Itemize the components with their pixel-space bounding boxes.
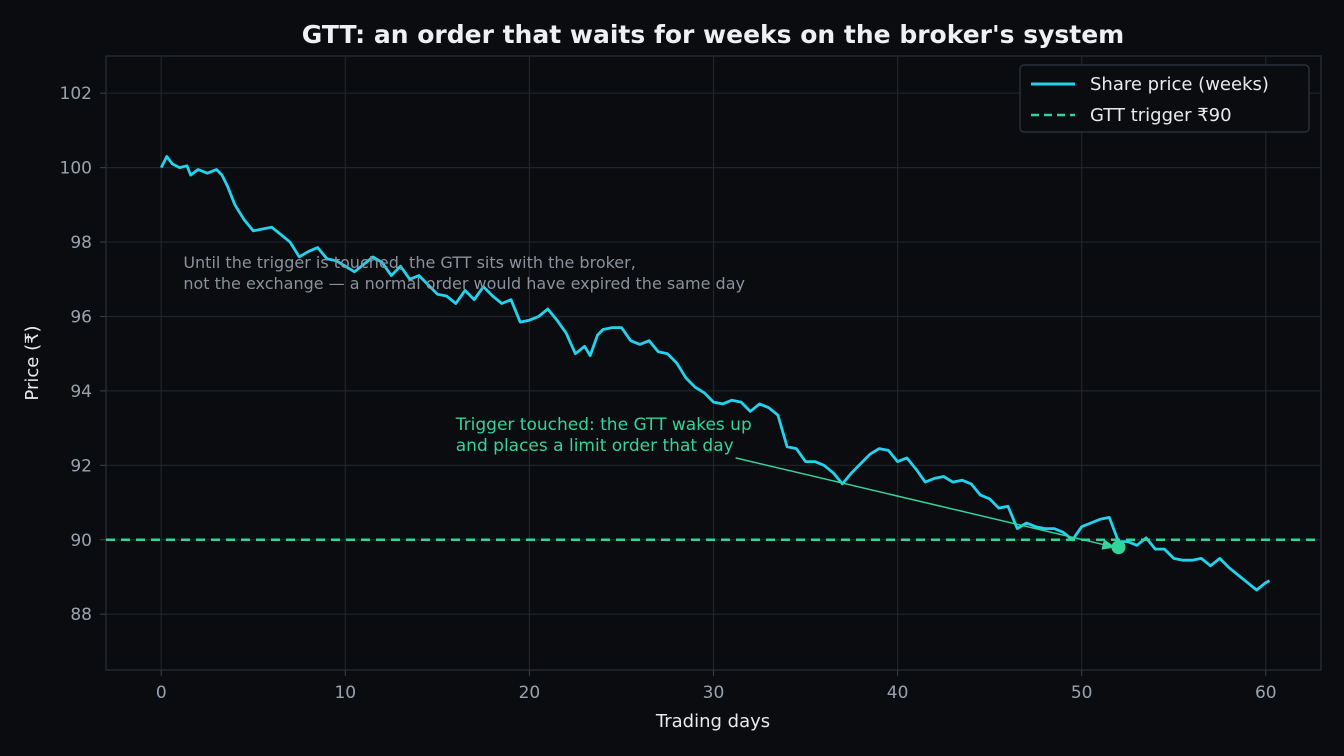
price-line: [159, 155, 1271, 592]
y-tick-label: 92: [70, 456, 92, 476]
x-axis-label: Trading days: [655, 711, 770, 732]
legend-label-price: Share price (weeks): [1090, 74, 1269, 95]
y-tick-label: 88: [70, 605, 92, 625]
x-tick-label: 10: [334, 683, 356, 703]
legend: Share price (weeks) GTT trigger ₹90: [1019, 64, 1310, 133]
legend-box: [1019, 64, 1310, 133]
trigger-point-marker: [1111, 540, 1126, 555]
y-tick-label: 102: [60, 84, 92, 104]
annotation-line: Trigger touched: the GTT wakes up: [455, 415, 752, 435]
y-tick-label: 94: [70, 382, 92, 402]
x-tick-label: 40: [887, 683, 909, 703]
x-tick-label: 0: [156, 683, 167, 703]
x-tick-label: 60: [1255, 683, 1277, 703]
annotations-layer: Until the trigger is touched, the GTT si…: [183, 253, 1126, 555]
x-tick-label: 50: [1071, 683, 1093, 703]
broker-note: Until the trigger is touched, the GTT si…: [183, 253, 745, 293]
legend-label-trigger: GTT trigger ₹90: [1090, 105, 1232, 126]
chart-title: GTT: an order that waits for weeks on th…: [302, 20, 1124, 49]
trigger-annotation: Trigger touched: the GTT wakes up and pla…: [455, 415, 752, 456]
y-tick-label: 90: [70, 531, 92, 551]
annotation-line: not the exchange — a normal order would …: [183, 274, 745, 293]
x-tick-label: 30: [703, 683, 725, 703]
annotation-arrow: [735, 457, 1116, 550]
y-axis-label: Price (₹): [22, 325, 43, 400]
x-tick-label: 20: [519, 683, 541, 703]
annotation-line: Until the trigger is touched, the GTT si…: [183, 253, 636, 272]
y-tick-label: 100: [60, 159, 92, 179]
annotation-line: and places a limit order that day: [456, 436, 734, 456]
y-tick-label: 96: [70, 307, 92, 327]
y-tick-label: 98: [70, 233, 92, 253]
series-layer: [106, 155, 1321, 592]
ticks: 0 10 20 30 40 50 60 88 90 92 94 96 98 100 102: [60, 84, 1277, 703]
